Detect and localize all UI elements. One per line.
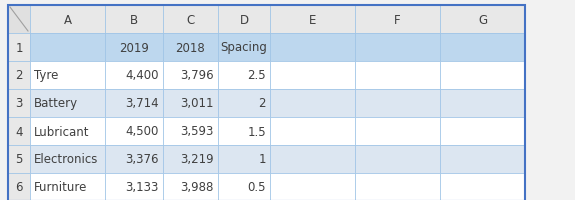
Bar <box>8 145 30 173</box>
Text: 0.5: 0.5 <box>247 181 266 194</box>
Bar <box>8 6 30 34</box>
Bar <box>105 145 163 173</box>
Text: Electronics: Electronics <box>34 153 98 166</box>
Bar <box>440 62 525 90</box>
Bar <box>30 90 105 117</box>
Bar <box>270 145 355 173</box>
Bar <box>440 6 525 34</box>
Bar <box>163 173 218 200</box>
Bar <box>163 62 218 90</box>
Text: A: A <box>63 13 71 26</box>
Bar <box>270 6 355 34</box>
Text: Spacing: Spacing <box>221 41 267 54</box>
Bar <box>30 6 105 34</box>
Text: Tyre: Tyre <box>34 69 59 82</box>
Text: 4,500: 4,500 <box>125 125 159 138</box>
Text: 2: 2 <box>259 97 266 110</box>
Text: 2018: 2018 <box>175 41 205 54</box>
Bar <box>105 62 163 90</box>
Bar <box>30 62 105 90</box>
Text: 3,593: 3,593 <box>181 125 214 138</box>
Bar <box>163 90 218 117</box>
Bar <box>355 117 440 145</box>
Bar <box>163 34 218 62</box>
Text: 6: 6 <box>16 181 23 194</box>
Bar <box>440 145 525 173</box>
Text: 3,219: 3,219 <box>181 153 214 166</box>
Text: 3: 3 <box>16 97 22 110</box>
Bar <box>355 6 440 34</box>
Bar <box>105 6 163 34</box>
Bar <box>218 90 270 117</box>
Bar <box>270 173 355 200</box>
Text: 3,011: 3,011 <box>181 97 214 110</box>
Bar <box>105 117 163 145</box>
Text: D: D <box>239 13 248 26</box>
Bar <box>8 117 30 145</box>
Bar <box>270 62 355 90</box>
Bar <box>440 34 525 62</box>
Text: G: G <box>478 13 487 26</box>
Bar <box>440 117 525 145</box>
Bar <box>8 173 30 200</box>
Bar <box>218 173 270 200</box>
Bar <box>270 90 355 117</box>
Text: F: F <box>394 13 401 26</box>
Bar <box>218 34 270 62</box>
Bar <box>163 6 218 34</box>
Bar <box>355 90 440 117</box>
Bar <box>440 90 525 117</box>
Bar <box>163 145 218 173</box>
Text: 2: 2 <box>16 69 23 82</box>
Text: 5: 5 <box>16 153 22 166</box>
Bar <box>270 34 355 62</box>
Bar <box>105 34 163 62</box>
Text: C: C <box>186 13 194 26</box>
Text: E: E <box>309 13 316 26</box>
Text: 3,988: 3,988 <box>181 181 214 194</box>
Bar <box>355 145 440 173</box>
Bar <box>270 117 355 145</box>
Bar <box>218 6 270 34</box>
Text: 4: 4 <box>16 125 23 138</box>
Bar <box>8 6 525 200</box>
Text: 3,796: 3,796 <box>181 69 214 82</box>
Bar <box>8 34 30 62</box>
Text: Battery: Battery <box>34 97 78 110</box>
Text: 1: 1 <box>16 41 23 54</box>
Bar <box>30 34 105 62</box>
Text: 1.5: 1.5 <box>247 125 266 138</box>
Bar <box>163 117 218 145</box>
Bar <box>218 117 270 145</box>
Bar <box>355 62 440 90</box>
Bar <box>30 145 105 173</box>
Text: 3,133: 3,133 <box>125 181 159 194</box>
Bar <box>440 173 525 200</box>
Bar <box>218 145 270 173</box>
Text: 2019: 2019 <box>119 41 149 54</box>
Text: 4,400: 4,400 <box>125 69 159 82</box>
Text: 3,376: 3,376 <box>125 153 159 166</box>
Text: Lubricant: Lubricant <box>34 125 90 138</box>
Bar <box>355 173 440 200</box>
Bar <box>105 90 163 117</box>
Text: 3,714: 3,714 <box>125 97 159 110</box>
Bar <box>8 90 30 117</box>
Text: 1: 1 <box>259 153 266 166</box>
Text: B: B <box>130 13 138 26</box>
Bar <box>355 34 440 62</box>
Text: 2.5: 2.5 <box>247 69 266 82</box>
Bar <box>30 173 105 200</box>
Bar <box>105 173 163 200</box>
Bar <box>8 62 30 90</box>
Text: Furniture: Furniture <box>34 181 87 194</box>
Bar <box>218 62 270 90</box>
Bar <box>30 117 105 145</box>
